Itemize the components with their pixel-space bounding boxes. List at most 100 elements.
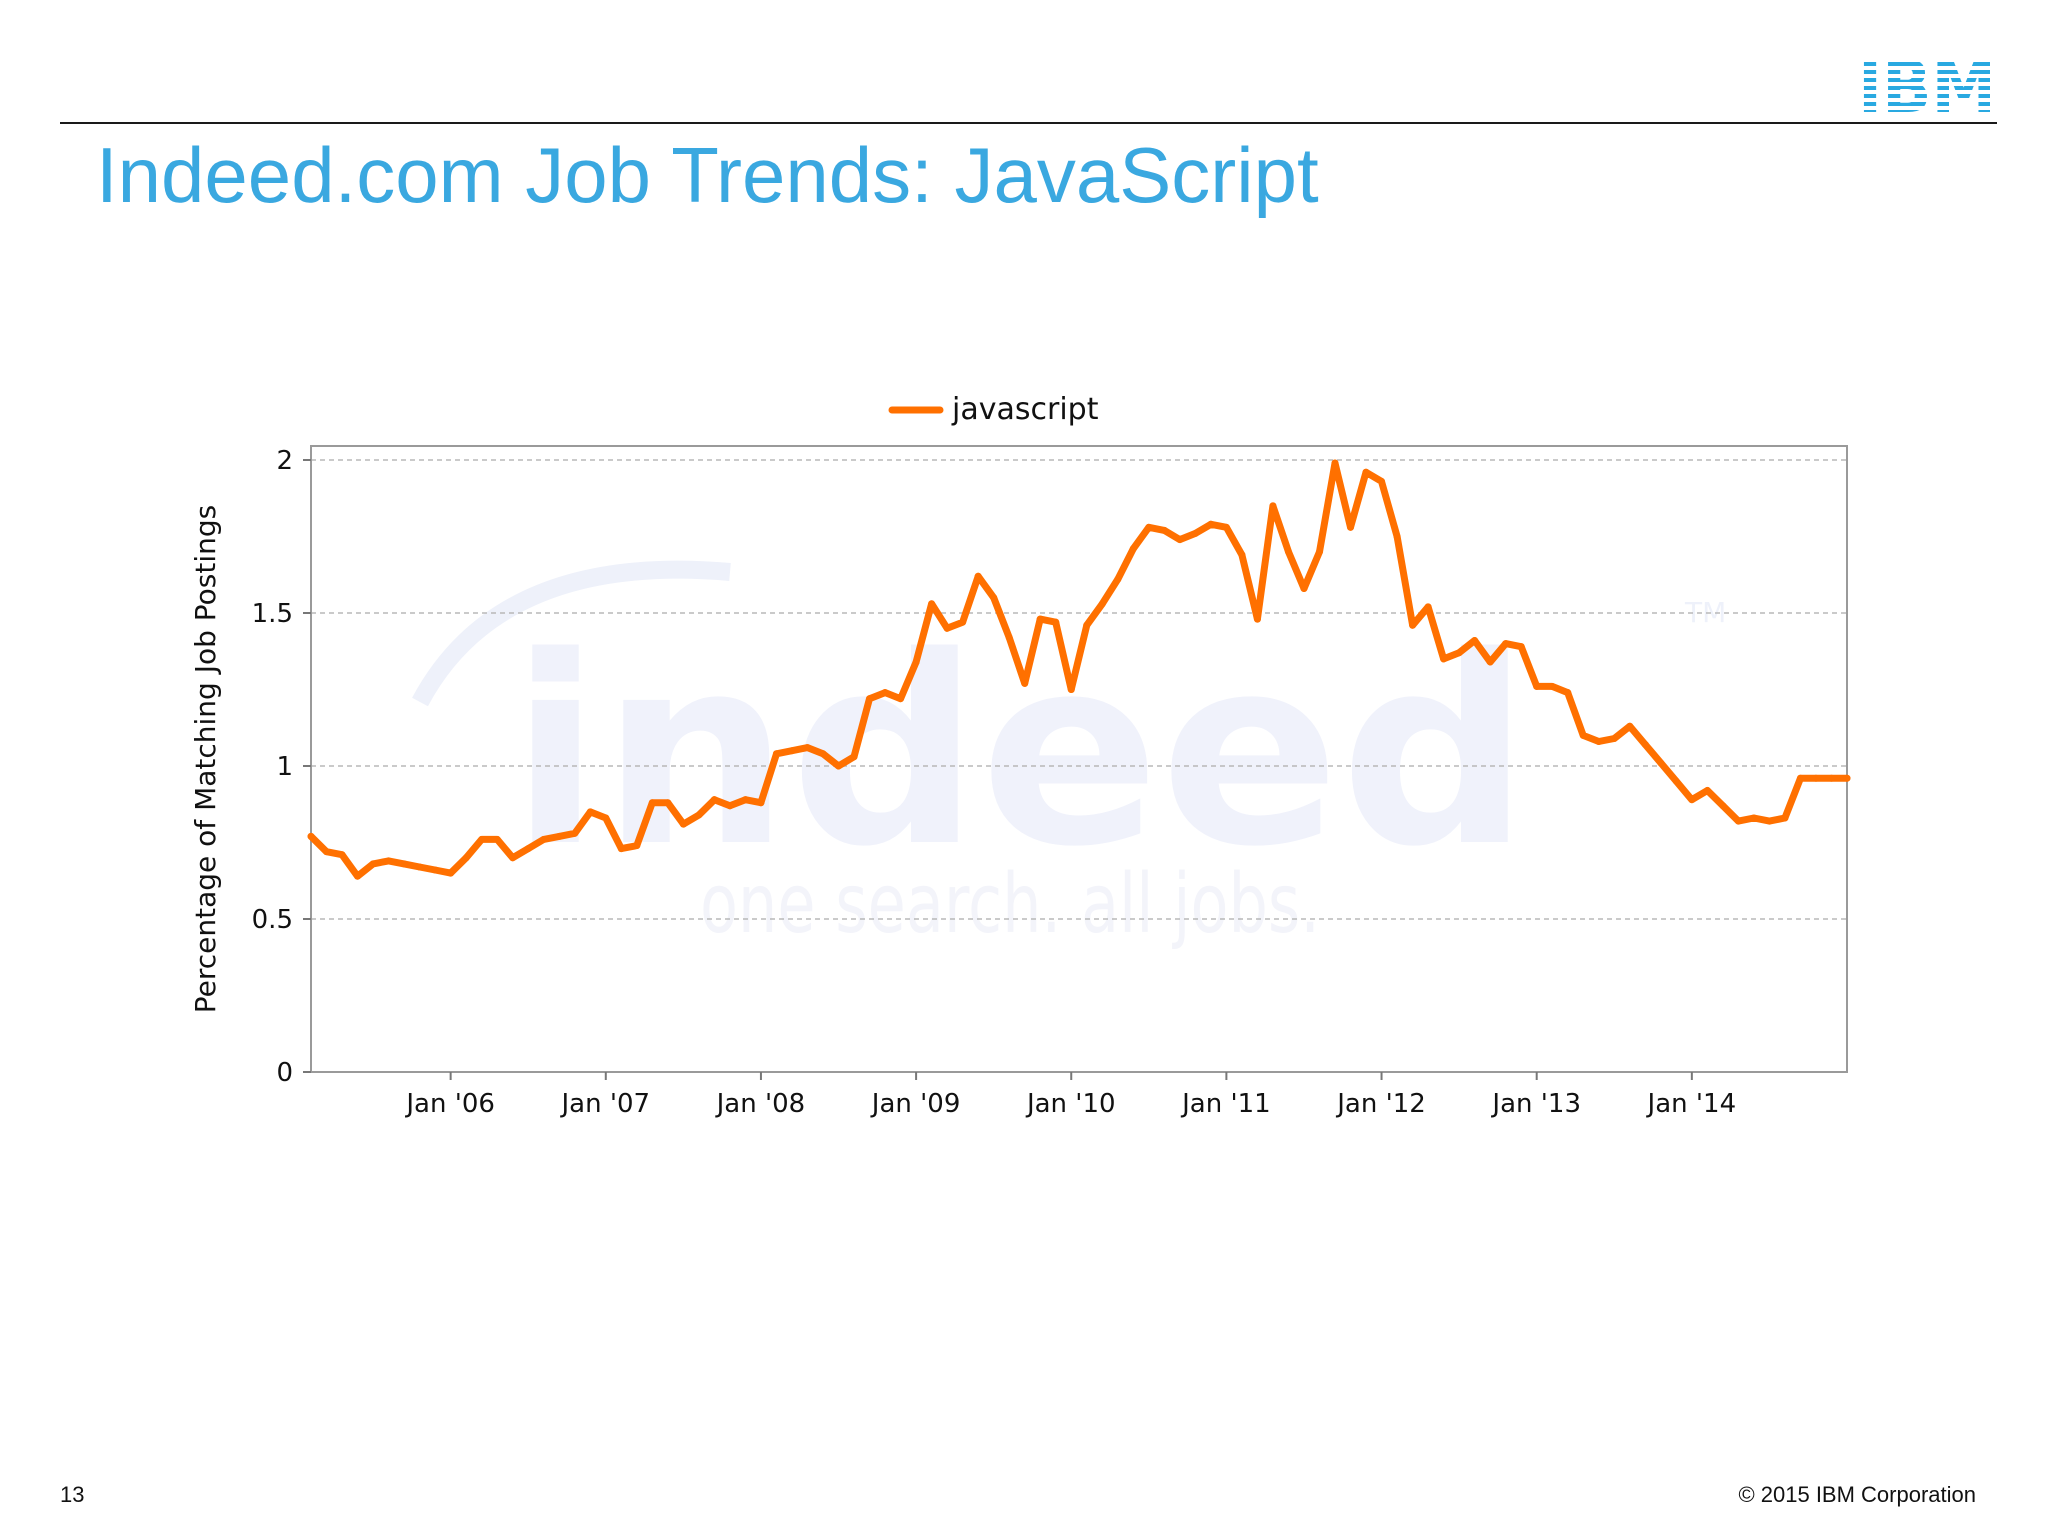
data-point [462,854,470,862]
data-point [1145,523,1153,531]
legend-label: javascript [951,392,1099,427]
data-point [1129,545,1137,553]
data-point [1098,600,1106,608]
data-point [1315,548,1323,556]
data-point [1207,520,1215,528]
data-point [1021,679,1029,687]
data-point [1378,477,1386,485]
data-point [850,753,858,761]
data-point [555,832,563,840]
data-point [1796,774,1804,782]
x-tick-label: Jan '14 [1646,1089,1737,1119]
series-line-javascript [307,459,1851,880]
data-point [354,872,362,880]
data-point [571,829,579,837]
x-tick-label: Jan '07 [559,1089,650,1119]
watermark-arc [412,560,731,707]
data-point [509,854,517,862]
data-point [1564,689,1572,697]
data-point [1703,786,1711,794]
data-point [478,835,486,843]
y-tick-label: 1.5 [252,599,293,629]
data-point [1284,548,1292,556]
job-trends-chart: indeed one search. all jobs. TM 0 0.5 1 1.5… [189,392,1851,1119]
data-point [1409,621,1417,629]
data-point [524,845,532,853]
data-point [1719,802,1727,810]
data-point [540,835,548,843]
slide-title: Indeed.com Job Trends: JavaScript [96,131,1319,219]
data-point [602,814,610,822]
data-point [447,869,455,877]
data-point [1440,655,1448,663]
data-point [617,845,625,853]
data-point [1626,722,1634,730]
data-point [788,747,796,755]
y-tick-label: 1 [276,752,293,782]
copyright: © 2015 IBM Corporation [1738,1482,1976,1507]
data-point [1610,734,1618,742]
data-point [323,848,331,856]
data-point [648,799,656,807]
data-point [881,689,889,697]
data-point [1362,468,1370,476]
data-point [1486,658,1494,666]
data-point [1579,731,1587,739]
data-point [772,750,780,758]
data-point [695,811,703,819]
data-point [1393,533,1401,540]
x-tick-label: Jan '13 [1490,1089,1581,1119]
y-tick-label: 0.5 [252,905,293,935]
header-rule [60,122,1997,124]
data-point [866,695,874,703]
data-point [835,762,843,770]
data-point [1222,523,1230,531]
data-point [1843,774,1851,782]
data-point [912,658,920,666]
x-tick-label: Jan '10 [1025,1089,1116,1119]
data-point [757,799,765,807]
data-point [803,744,811,752]
data-point [741,796,749,804]
data-point [586,808,594,816]
data-point [1765,817,1773,825]
data-point [1641,741,1649,749]
x-axis: Jan '06 Jan '07 Jan '08 Jan '09 Jan '10 Jan '… [404,1072,1736,1119]
watermark-main: indeed [510,602,1530,904]
data-point [1238,551,1246,559]
data-point [307,832,315,840]
plot-frame [310,445,1848,1073]
y-axis: 0 0.5 1 1.5 2 [252,446,311,1088]
data-point [1533,682,1541,690]
page-number: 13 [60,1482,85,1507]
data-point [1269,502,1277,510]
chart-container: indeed one search. all jobs. TM 0 0.5 1 1.5… [170,372,1870,1142]
y-axis-label: Percentage of Matching Job Postings [189,505,222,1013]
watermark-tagline: one search. all jobs. [700,857,1320,952]
data-point [369,860,377,868]
grid-lines [311,459,1847,920]
svg-text:IBM: IBM [1858,54,1996,114]
data-point [1160,526,1168,534]
data-point [1750,814,1758,822]
data-point [338,851,346,859]
data-point [974,572,982,580]
series-points [307,459,1851,880]
data-point [1114,575,1122,583]
data-point [1517,643,1525,651]
data-point [1424,603,1432,611]
data-point [990,594,998,602]
data-point [664,799,672,807]
y-tick-label: 2 [276,446,293,476]
data-point [679,820,687,828]
x-tick-label: Jan '11 [1180,1089,1271,1119]
data-point [1067,686,1075,693]
data-point [819,750,827,758]
data-point [1083,621,1091,629]
x-tick-label: Jan '06 [404,1089,495,1119]
data-point [1052,618,1060,626]
data-point [1253,615,1261,623]
data-point [1781,814,1789,822]
data-point [928,600,936,608]
data-point [1331,459,1339,467]
